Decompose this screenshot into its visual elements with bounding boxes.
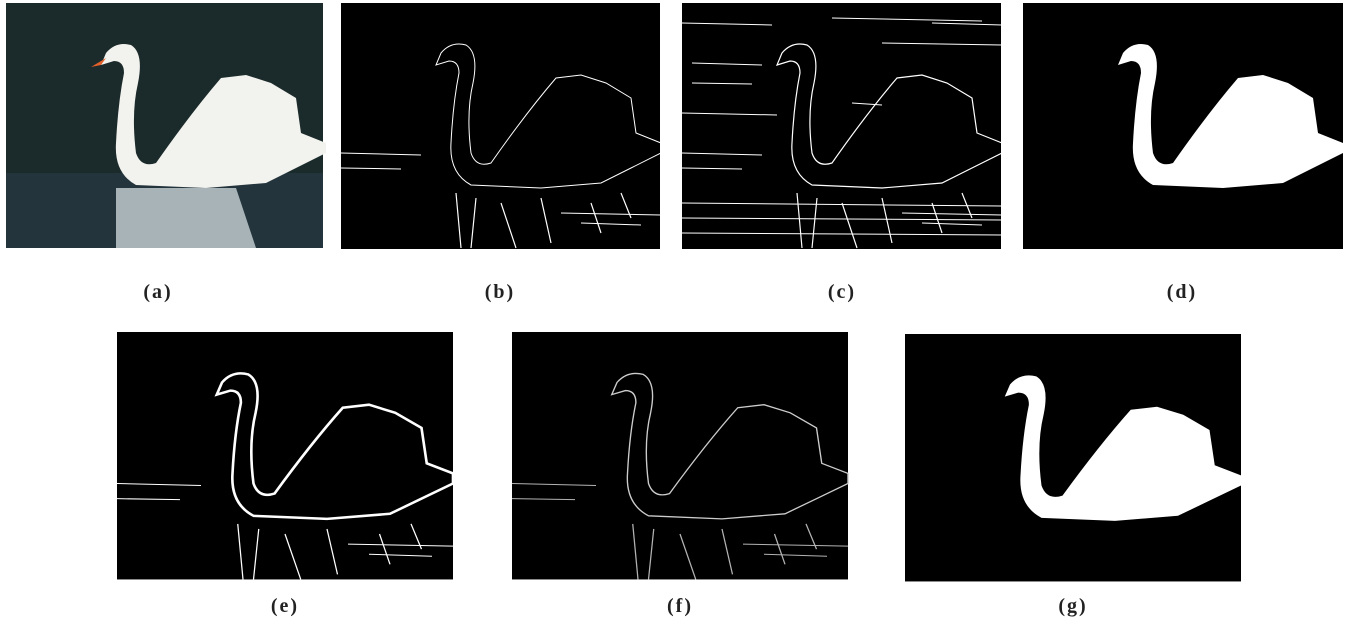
panel-label: (c) — [828, 281, 856, 303]
panel-label: (g) — [1058, 595, 1087, 617]
panel-label: (b) — [485, 281, 515, 303]
panel-f — [512, 332, 848, 579]
panel-label: (f) — [667, 595, 693, 617]
panel-label: (e) — [271, 595, 299, 617]
panel-label: (d) — [1167, 281, 1197, 303]
panel-c — [682, 3, 1002, 249]
panel-a — [6, 3, 326, 248]
panel-d — [1023, 3, 1343, 249]
panel-g — [905, 334, 1241, 581]
panel-e — [117, 332, 453, 579]
panel-label: (a) — [143, 281, 172, 303]
figure: (a) (b) (c) (d) (e) (f) (g) — [0, 0, 1347, 621]
panel-b — [341, 3, 661, 249]
page: (a) (b) (c) (d) (e) (f) (g) (() => { con… — [0, 0, 1347, 621]
